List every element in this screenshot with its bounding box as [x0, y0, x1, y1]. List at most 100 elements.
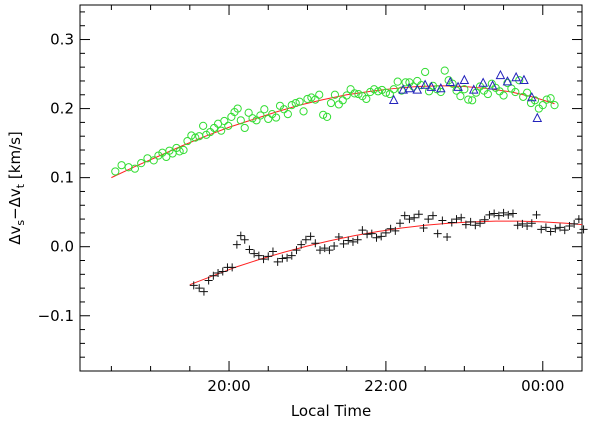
plus-point	[278, 254, 287, 263]
circle-point	[362, 94, 371, 104]
y-title-delta: Δv	[6, 226, 24, 245]
circle-point	[264, 114, 273, 124]
circle-point	[334, 100, 343, 109]
circle-point	[373, 87, 383, 96]
y-axis-title: Δvs−Δvt [km/s]	[6, 131, 27, 245]
triangle-point	[487, 80, 498, 90]
circle-point	[279, 105, 289, 114]
circle-point	[354, 89, 363, 99]
circle-point	[224, 121, 233, 130]
plus-point	[443, 233, 452, 242]
fit-curve	[189, 220, 583, 286]
triangle-point	[502, 76, 513, 86]
circle-point	[220, 116, 229, 126]
circle-point	[460, 85, 469, 94]
circle-point	[397, 86, 406, 95]
circle-point	[260, 105, 269, 114]
circle-point	[546, 94, 555, 103]
plus-point	[264, 252, 273, 261]
circle-point	[322, 112, 332, 121]
circle-point	[542, 95, 551, 104]
circle-point	[179, 145, 188, 155]
circle-point	[346, 85, 355, 94]
circle-point	[499, 91, 508, 100]
plus-point	[339, 239, 348, 248]
circle-point	[124, 163, 133, 172]
triangle-point	[435, 82, 446, 93]
circle-point	[233, 104, 242, 113]
triangle-point	[478, 77, 488, 87]
triangle-point	[426, 81, 437, 91]
plus-point	[292, 246, 301, 255]
circle-point	[342, 91, 351, 100]
plus-point	[579, 225, 588, 234]
circle-point	[413, 76, 422, 86]
circle-point	[183, 136, 192, 146]
plus-point	[461, 220, 470, 229]
plus-point	[297, 240, 306, 249]
circle-point	[385, 89, 394, 99]
plus-point	[228, 263, 237, 272]
plus-point	[532, 210, 541, 219]
plus-point	[560, 226, 569, 235]
plus-point	[466, 217, 475, 226]
plus-point	[306, 232, 315, 241]
circle-point	[252, 116, 261, 125]
y-tick-label: −0.1	[38, 307, 74, 325]
plus-point	[301, 235, 310, 244]
circle-point	[326, 98, 336, 108]
plus-point	[232, 240, 241, 249]
plus-point	[504, 210, 513, 219]
circle-point	[217, 126, 226, 135]
circle-point	[350, 89, 359, 98]
triangle-point	[398, 84, 408, 94]
triangle-point	[388, 94, 399, 104]
plus-point	[527, 219, 536, 228]
y-title-unit: [km/s]	[6, 131, 24, 184]
plus-point	[344, 236, 353, 245]
triangle-point	[420, 79, 430, 89]
circle-point	[483, 89, 492, 99]
plus-point	[372, 233, 381, 242]
triangle-point	[404, 82, 415, 93]
circle-point	[117, 161, 126, 170]
plus-point	[204, 276, 213, 285]
circle-point	[511, 87, 520, 97]
y-tick-label: 0.3	[50, 31, 74, 49]
plus-point	[513, 221, 522, 230]
y-title-sub-s: s	[14, 220, 27, 226]
plus-point	[240, 235, 249, 244]
data-points	[111, 66, 588, 296]
plus-point	[268, 247, 277, 256]
circle-point	[149, 156, 158, 165]
plus-point	[570, 219, 579, 228]
circle-point	[175, 147, 184, 156]
plus-point	[551, 224, 560, 233]
plus-point	[424, 215, 433, 224]
plus-point	[490, 209, 499, 218]
plus-point	[405, 215, 414, 224]
circle-point	[538, 101, 547, 110]
plus-point	[546, 227, 555, 236]
circle-point	[299, 107, 308, 116]
plus-point	[245, 245, 254, 254]
triangle-point	[468, 84, 479, 94]
plus-point	[287, 251, 296, 260]
plus-point	[414, 210, 423, 219]
circle-point	[187, 131, 196, 140]
circle-point	[236, 116, 245, 125]
plus-point	[556, 223, 565, 232]
plus-point	[195, 284, 204, 293]
triangle-point	[526, 91, 537, 102]
plus-point	[396, 219, 405, 228]
plus-point	[363, 230, 372, 239]
circle-point	[271, 113, 281, 122]
plus-point	[410, 213, 419, 222]
plus-point	[391, 226, 400, 235]
circle-point	[295, 97, 304, 106]
circle-point	[468, 96, 477, 105]
plus-point	[367, 229, 376, 238]
plus-point	[433, 229, 442, 238]
circle-point	[244, 108, 253, 117]
circle-point	[315, 90, 324, 99]
